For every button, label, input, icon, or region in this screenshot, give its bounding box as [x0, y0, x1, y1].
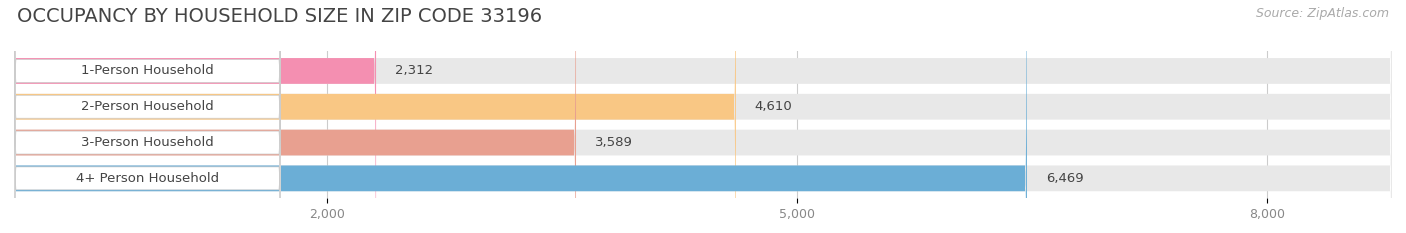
FancyBboxPatch shape: [14, 0, 576, 233]
Text: 1-Person Household: 1-Person Household: [82, 65, 214, 77]
FancyBboxPatch shape: [14, 0, 375, 233]
Text: 2,312: 2,312: [395, 65, 433, 77]
FancyBboxPatch shape: [14, 0, 281, 233]
FancyBboxPatch shape: [14, 0, 735, 233]
Text: 2-Person Household: 2-Person Household: [82, 100, 214, 113]
FancyBboxPatch shape: [14, 0, 1026, 233]
Text: 4+ Person Household: 4+ Person Household: [76, 172, 219, 185]
Text: 6,469: 6,469: [1046, 172, 1084, 185]
FancyBboxPatch shape: [14, 0, 1392, 233]
FancyBboxPatch shape: [14, 0, 1392, 233]
FancyBboxPatch shape: [14, 0, 1392, 233]
FancyBboxPatch shape: [14, 0, 281, 233]
FancyBboxPatch shape: [14, 0, 281, 233]
Text: 3,589: 3,589: [595, 136, 633, 149]
Text: Source: ZipAtlas.com: Source: ZipAtlas.com: [1256, 7, 1389, 20]
Text: 4,610: 4,610: [755, 100, 793, 113]
FancyBboxPatch shape: [14, 0, 281, 233]
Text: OCCUPANCY BY HOUSEHOLD SIZE IN ZIP CODE 33196: OCCUPANCY BY HOUSEHOLD SIZE IN ZIP CODE …: [17, 7, 541, 26]
Text: 3-Person Household: 3-Person Household: [82, 136, 214, 149]
FancyBboxPatch shape: [14, 0, 1392, 233]
